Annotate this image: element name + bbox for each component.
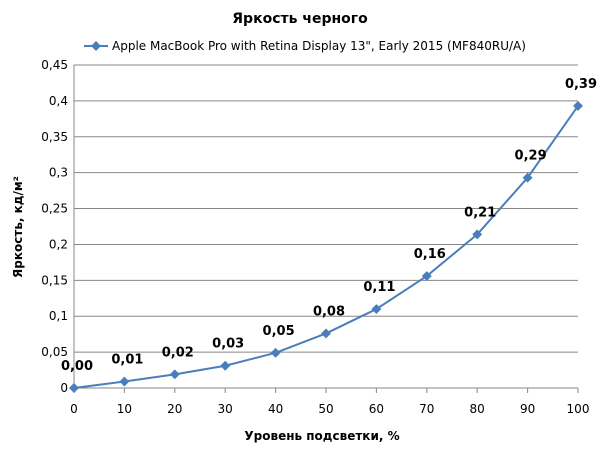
y-tick-label: 0,4 <box>49 94 68 108</box>
data-point <box>119 376 130 387</box>
x-tick-label: 20 <box>167 402 182 416</box>
y-axis-title: Яркость, кд/м² <box>11 176 25 278</box>
data-label: 0,01 <box>111 353 143 368</box>
data-point <box>220 360 231 371</box>
legend-label: Apple MacBook Pro with Retina Display 13… <box>112 39 526 53</box>
legend: Apple MacBook Pro with Retina Display 13… <box>84 39 526 53</box>
data-point <box>472 229 483 240</box>
y-tick-label: 0,3 <box>49 166 68 180</box>
x-tick-label: 70 <box>419 402 434 416</box>
y-tick-labels: 0 0,05 0,1 0,15 0,2 0,25 0,3 0,35 0,4 0,45 <box>41 58 68 395</box>
x-tick-label: 50 <box>318 402 333 416</box>
series-line <box>73 105 579 389</box>
x-tick-label: 100 <box>567 402 590 416</box>
y-tick-label: 0,45 <box>41 58 68 72</box>
x-tick-label: 0 <box>70 402 78 416</box>
x-tick-label: 80 <box>470 402 485 416</box>
y-tick-label: 0 <box>60 381 68 395</box>
data-labels: 0,00 0,01 0,02 0,03 0,05 0,08 0,11 0,16 0,21 0,29… <box>61 77 597 374</box>
x-tick-label: 60 <box>369 402 384 416</box>
y-tick-label: 0,15 <box>41 273 68 287</box>
data-point <box>69 383 79 393</box>
x-tick-labels: 0 10 20 30 40 50 60 70 80 90 100 <box>70 402 589 416</box>
data-point <box>421 271 432 281</box>
x-tick-label: 10 <box>117 402 132 416</box>
data-point <box>169 369 180 380</box>
data-point <box>573 100 583 111</box>
series <box>69 100 583 393</box>
gridlines <box>74 64 578 353</box>
data-label: 0,39 <box>565 77 597 92</box>
data-label: 0,03 <box>212 337 244 352</box>
data-label: 0,11 <box>363 280 395 295</box>
y-tick-label: 0,25 <box>41 202 68 216</box>
data-label: 0,05 <box>263 324 295 339</box>
data-point <box>522 172 533 183</box>
x-tick-label: 30 <box>218 402 233 416</box>
legend-marker <box>91 41 101 51</box>
x-axis-title: Уровень подсветки, % <box>244 429 399 443</box>
y-tick-label: 0,35 <box>41 130 68 144</box>
data-point <box>371 304 382 314</box>
x-tick-label: 90 <box>520 402 535 416</box>
data-label: 0,29 <box>515 149 547 164</box>
data-label: 0,02 <box>162 345 194 360</box>
data-point <box>270 347 281 358</box>
y-tick-label: 0,05 <box>41 345 68 359</box>
y-tick-label: 0,1 <box>49 309 68 323</box>
data-label: 0,08 <box>313 304 345 319</box>
data-label: 0,21 <box>464 205 496 220</box>
chart-title: Яркость черного <box>232 11 368 27</box>
x-tick-label: 40 <box>268 402 283 416</box>
y-tick-label: 0,2 <box>49 237 68 251</box>
data-point <box>321 328 331 339</box>
axes <box>73 65 579 393</box>
data-label: 0,16 <box>414 247 446 262</box>
data-label: 0,00 <box>61 359 93 374</box>
